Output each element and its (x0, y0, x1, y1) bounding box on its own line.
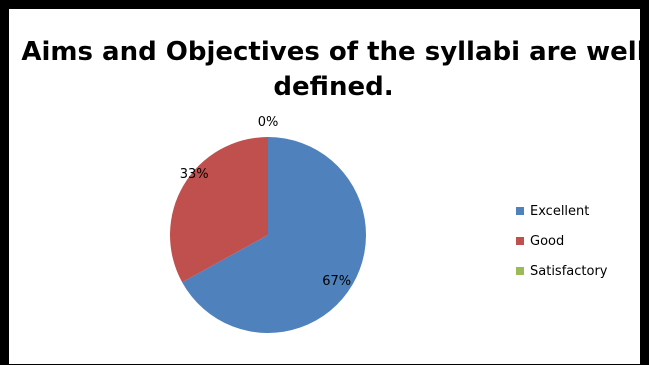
legend-item-satisfactory: Satisfactory (516, 256, 607, 286)
data-label-excellent: 67% (322, 274, 351, 289)
chart-title: Aims and Objectives of the syllabi are w… (21, 37, 646, 102)
legend-swatch-good (516, 237, 524, 245)
pie-slice-good (170, 137, 268, 283)
legend-item-good: Good (516, 226, 607, 256)
legend-label-satisfactory: Satisfactory (530, 263, 608, 279)
legend-label-excellent: Excellent (530, 203, 590, 219)
pie-slice-excellent (182, 137, 367, 333)
data-label-good: 33% (180, 167, 209, 182)
legend-swatch-satisfactory (516, 267, 524, 275)
data-label-satisfactory: 0% (258, 115, 279, 130)
legend-label-good: Good (530, 233, 565, 249)
legend-item-excellent: Excellent (516, 196, 607, 226)
legend-swatch-excellent (516, 207, 524, 215)
legend: Excellent Good Satisfactory (516, 196, 607, 286)
